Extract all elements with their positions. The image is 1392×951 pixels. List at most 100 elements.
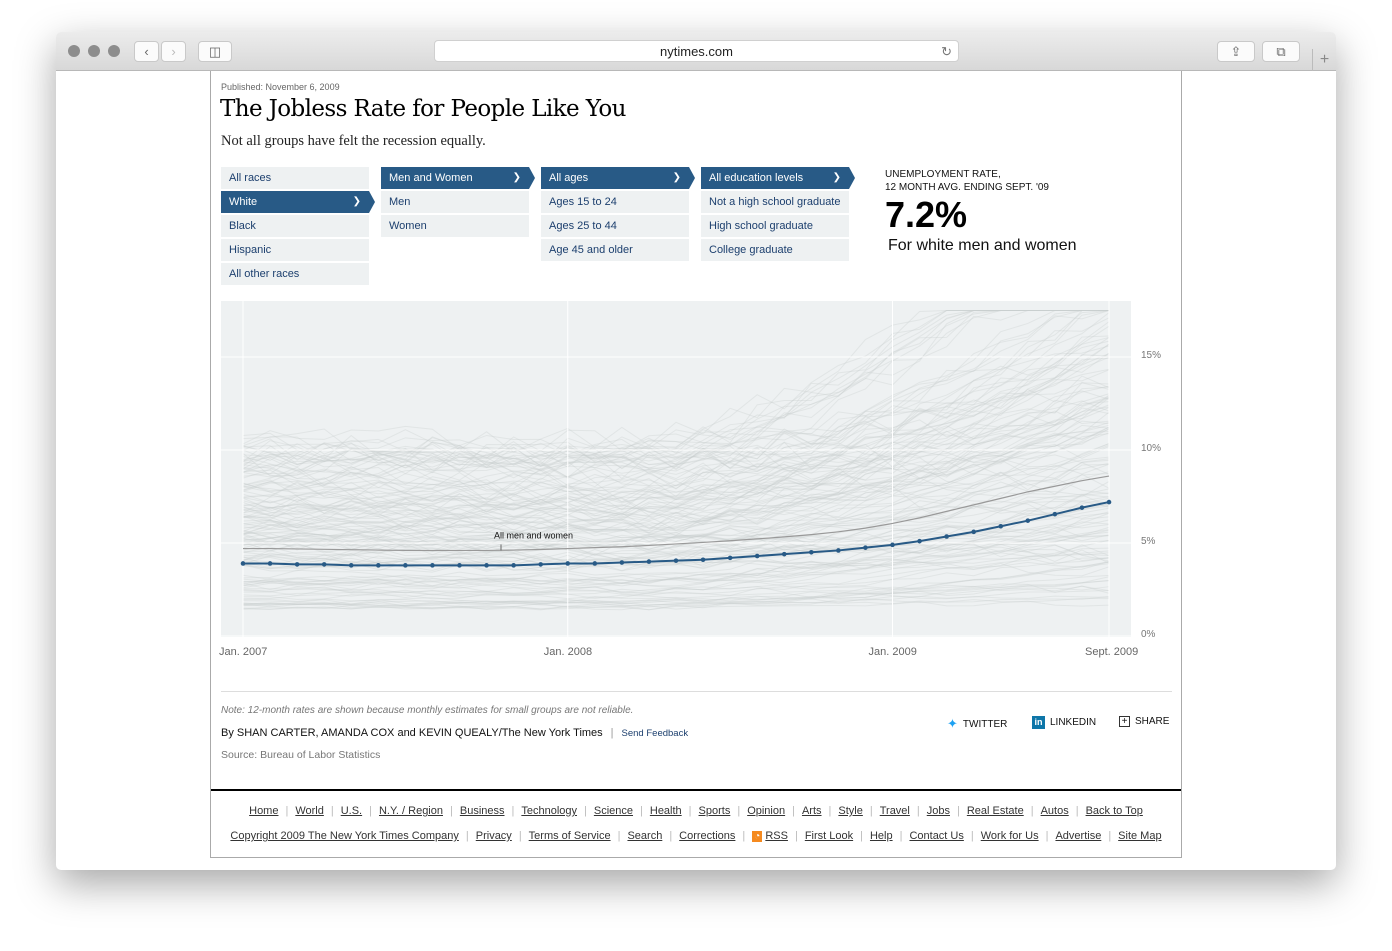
separator: | bbox=[518, 830, 522, 842]
filter-option[interactable]: Men and Women ❯ bbox=[381, 167, 535, 189]
data-point bbox=[592, 561, 598, 566]
share-button[interactable]: + SHARE bbox=[1119, 716, 1169, 727]
back-button[interactable]: ‹ bbox=[134, 41, 159, 62]
background-series-line bbox=[242, 325, 1110, 537]
footer-link[interactable]: Style bbox=[838, 805, 863, 817]
filter-option[interactable]: All ages ❯ bbox=[541, 167, 695, 189]
forward-button[interactable]: › bbox=[161, 41, 186, 62]
separator: | bbox=[737, 805, 741, 817]
footer-link[interactable]: U.S. bbox=[340, 805, 363, 817]
footer-link[interactable]: Science bbox=[593, 805, 634, 817]
minimize-window-button[interactable] bbox=[88, 45, 100, 57]
footer-link[interactable]: Travel bbox=[879, 805, 910, 817]
footer-link[interactable]: World bbox=[295, 805, 324, 817]
reload-icon[interactable]: ↻ bbox=[941, 44, 952, 59]
background-series-line bbox=[242, 336, 1110, 511]
background-series-line bbox=[242, 407, 1110, 537]
footer-link[interactable]: Privacy bbox=[475, 830, 512, 842]
x-tick-label: Jan. 2007 bbox=[219, 646, 268, 658]
footer-link[interactable]: Opinion bbox=[747, 805, 786, 817]
footer-link[interactable]: Search bbox=[627, 830, 663, 842]
separator: | bbox=[916, 805, 920, 817]
data-point bbox=[1079, 505, 1085, 510]
address-bar[interactable]: nytimes.com ↻ bbox=[434, 40, 959, 62]
footer-link[interactable]: Home bbox=[249, 805, 279, 817]
filter-option[interactable]: Age 45 and older bbox=[541, 239, 689, 261]
tabs-icon[interactable]: ⧉ bbox=[1262, 41, 1300, 62]
background-series-line bbox=[242, 356, 1110, 465]
footer-link[interactable]: Real Estate bbox=[966, 805, 1024, 817]
twitter-button[interactable]: ✦ TWITTER bbox=[947, 716, 1007, 732]
filter-option[interactable]: All races bbox=[221, 167, 369, 189]
background-series-line bbox=[242, 310, 1109, 480]
footer-link[interactable]: Autos bbox=[1040, 805, 1069, 817]
data-point bbox=[1025, 518, 1031, 523]
separator: | bbox=[511, 805, 515, 817]
separator: | bbox=[285, 805, 289, 817]
background-series-line bbox=[242, 428, 1110, 529]
footer-link[interactable]: Terms of Service bbox=[528, 830, 611, 842]
filter-option[interactable]: Not a high school graduate bbox=[701, 191, 849, 213]
separator: | bbox=[792, 805, 795, 817]
filter-option[interactable]: Black bbox=[221, 215, 369, 237]
footer-link[interactable]: Help bbox=[869, 830, 893, 842]
footer-link[interactable]: Arts bbox=[801, 805, 822, 817]
background-series-line bbox=[242, 595, 1110, 611]
browser-window: ‹ › ◫ nytimes.com ↻ ⇪ ⧉ + Published: Nove… bbox=[56, 32, 1336, 870]
share-icon[interactable]: ⇪ bbox=[1217, 41, 1255, 62]
sidebar-icon[interactable]: ◫ bbox=[198, 41, 232, 62]
filter-option[interactable]: Ages 15 to 24 bbox=[541, 191, 689, 213]
age-filter: All ages ❯ Ages 15 to 24 Ages 25 to 44 Age 4… bbox=[541, 167, 695, 263]
background-series-line bbox=[242, 310, 1109, 468]
filter-option[interactable]: All other races bbox=[221, 263, 369, 285]
data-point bbox=[727, 555, 733, 561]
filter-option[interactable]: Women bbox=[381, 215, 529, 237]
footer-link[interactable]: Technology bbox=[521, 805, 578, 817]
filter-option[interactable]: High school graduate bbox=[701, 215, 849, 237]
data-point bbox=[348, 563, 354, 568]
separator: | bbox=[1045, 830, 1049, 842]
linkedin-button[interactable]: in LINKEDIN bbox=[1032, 716, 1096, 729]
separator: | bbox=[794, 830, 798, 842]
filter-option[interactable]: Men bbox=[381, 191, 529, 213]
footer-link[interactable]: RSS bbox=[765, 830, 788, 842]
all-men-and-women-line bbox=[243, 475, 1110, 552]
background-series-line bbox=[242, 336, 1110, 467]
background-series-line bbox=[242, 432, 1110, 539]
background-series-line bbox=[242, 561, 1110, 609]
background-series-line bbox=[242, 335, 1110, 514]
separator: | bbox=[617, 830, 621, 842]
data-point bbox=[1052, 511, 1058, 517]
footer-link[interactable]: N.Y. / Region bbox=[378, 805, 443, 817]
background-series-line bbox=[242, 547, 1110, 600]
send-feedback-link[interactable]: Send Feedback bbox=[621, 728, 689, 739]
footer-link[interactable]: Jobs bbox=[926, 805, 950, 817]
footer-link[interactable]: Advertise bbox=[1055, 830, 1102, 842]
unemployment-chart[interactable]: All men and women bbox=[56, 32, 1336, 672]
footer-link[interactable]: Sports bbox=[698, 805, 731, 817]
zoom-window-button[interactable] bbox=[108, 45, 120, 57]
background-series-line bbox=[242, 464, 1110, 553]
filter-option[interactable]: White ❯ bbox=[221, 191, 375, 213]
filter-option[interactable]: Hispanic bbox=[221, 239, 369, 261]
background-series-line bbox=[242, 532, 1110, 562]
filter-option[interactable]: College graduate bbox=[701, 239, 849, 261]
close-window-button[interactable] bbox=[68, 45, 80, 57]
footer-link[interactable]: Copyright 2009 The New York Times Compan… bbox=[230, 830, 459, 842]
byline: By SHAN CARTER, AMANDA COX and KEVIN QUE… bbox=[221, 727, 689, 739]
footer-link[interactable]: Business bbox=[459, 805, 505, 817]
footer-link[interactable]: Corrections bbox=[679, 830, 736, 842]
y-tick-label: 15% bbox=[1141, 350, 1162, 361]
footer-link[interactable]: Site Map bbox=[1118, 830, 1162, 842]
footer-link[interactable]: First Look bbox=[804, 830, 854, 842]
filter-option[interactable]: Ages 25 to 44 bbox=[541, 215, 689, 237]
footer-link[interactable]: Health bbox=[649, 805, 682, 817]
filter-option[interactable]: All education levels ❯ bbox=[701, 167, 855, 189]
footer-link[interactable]: Contact Us bbox=[909, 830, 964, 842]
background-series-line bbox=[242, 340, 1110, 536]
background-series-line bbox=[242, 561, 1110, 606]
separator: | bbox=[970, 830, 974, 842]
footer-link[interactable]: Work for Us bbox=[980, 830, 1039, 842]
footer-link[interactable]: Back to Top bbox=[1085, 805, 1143, 817]
new-tab-button[interactable]: + bbox=[1312, 49, 1336, 71]
